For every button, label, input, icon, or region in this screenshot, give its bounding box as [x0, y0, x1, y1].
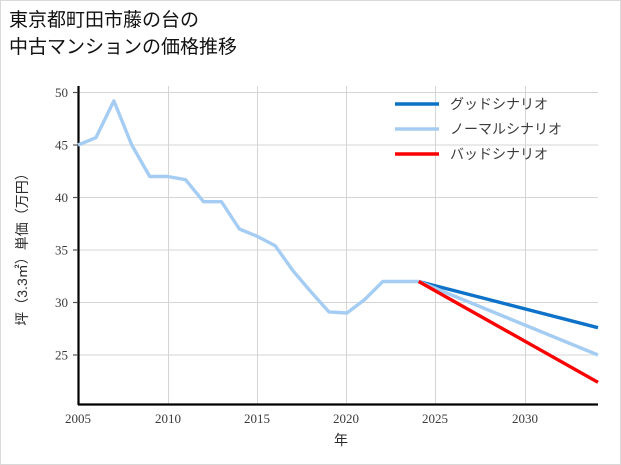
xtick-label-2005: 2005 — [65, 411, 91, 426]
y-axis-title: 坪（3.3㎡）単価（万円） — [14, 166, 30, 325]
y-gridlines — [78, 92, 598, 356]
series-line-2 — [418, 279, 599, 357]
series-line-0 — [77, 99, 419, 315]
ytick-label-25: 25 — [55, 348, 68, 363]
ytick-label-35: 35 — [55, 243, 68, 258]
y-tick-marks — [73, 91, 78, 356]
legend-label-normal: ノーマルシナリオ — [450, 121, 562, 137]
xtick-label-2015: 2015 — [244, 411, 270, 426]
x-gridlines — [168, 86, 526, 405]
xtick-label-2025: 2025 — [422, 411, 448, 426]
legend-label-bad: バッドシナリオ — [450, 146, 548, 162]
series-line-1 — [418, 279, 599, 330]
series-layer — [77, 99, 599, 384]
xtick-label-2010: 2010 — [155, 411, 181, 426]
ytick-label-45: 45 — [55, 138, 68, 153]
ytick-label-40: 40 — [55, 190, 68, 205]
series-line-3 — [417, 280, 599, 384]
ytick-label-50: 50 — [55, 85, 68, 100]
xtick-label-2020: 2020 — [333, 411, 359, 426]
x-axis-title: 年 — [334, 432, 348, 448]
chart-legend: グッドシナリオ ノーマルシナリオ バッドシナリオ — [395, 96, 562, 162]
xtick-label-2030: 2030 — [512, 411, 538, 426]
chart-title: 東京都町田市藤の台の 中古マンションの価格推移 — [9, 10, 238, 58]
legend-label-good: グッドシナリオ — [450, 96, 548, 112]
ytick-label-30: 30 — [55, 295, 68, 310]
